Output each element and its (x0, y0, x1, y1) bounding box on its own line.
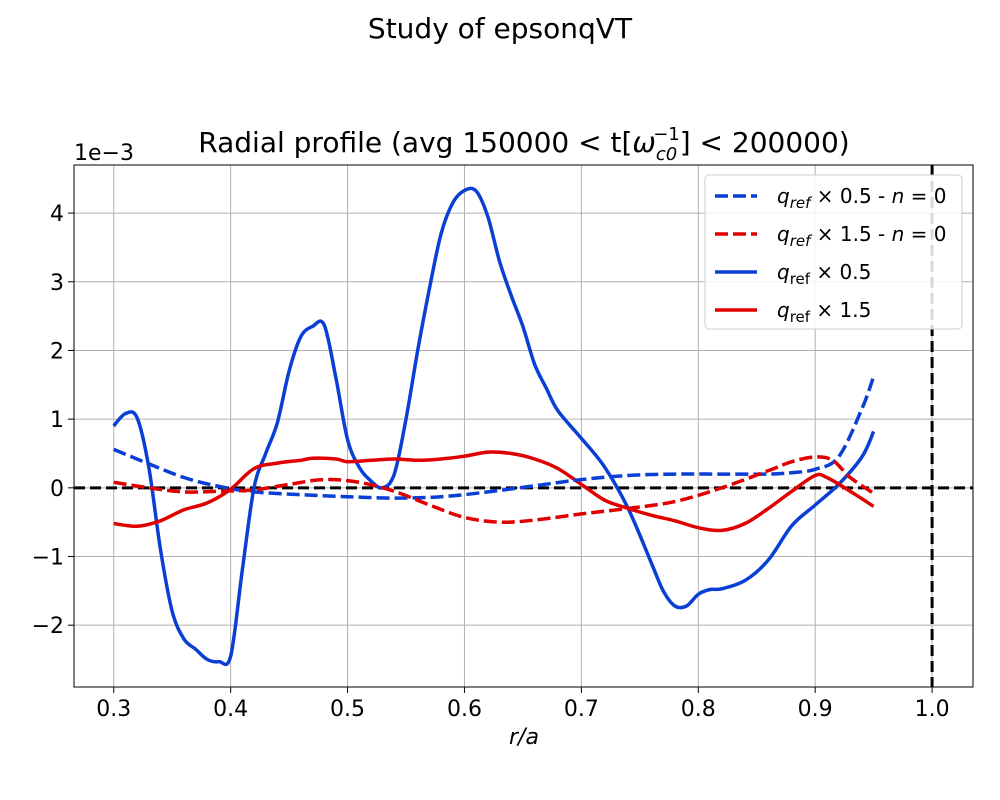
y-tick-label: 1 (50, 408, 64, 433)
y-tick-label: −1 (32, 546, 64, 571)
x-tick-label: 0.8 (681, 697, 716, 722)
y-tick-label: −2 (32, 614, 64, 639)
x-axis: 0.3 0.4 0.5 0.6 0.7 0.8 0.9 1.0 (96, 687, 950, 722)
x-tick-label: 0.3 (96, 697, 131, 722)
y-tick-label: 0 (50, 477, 64, 502)
plot-title: Radial profile (avg 150000 < t[ωc0−1] < … (198, 124, 849, 165)
x-tick-label: 1.0 (915, 697, 950, 722)
legend-label-1: qref × 1.5 - n = 0 (777, 222, 947, 250)
legend-box (704, 174, 963, 330)
series-line-3 (113, 450, 875, 533)
figure-suptitle: Study of epsonqVT (367, 12, 633, 45)
x-tick-label: 0.9 (798, 697, 833, 722)
y-tick-label: 2 (50, 339, 64, 364)
y-axis: −2 −1 0 1 2 3 4 (32, 202, 74, 639)
legend: qref × 0.5 - n = 0 qref × 1.5 - n = 0 qref… (704, 174, 963, 330)
legend-label-3: qref × 1.5 (777, 298, 871, 326)
x-axis-label: r/a (509, 725, 539, 750)
plot-frame (73, 164, 974, 688)
y-tick-label: 4 (50, 202, 64, 227)
x-tick-label: 0.4 (213, 697, 248, 722)
legend-label-0: qref × 0.5 - n = 0 (777, 184, 947, 212)
series-line-2 (112, 186, 876, 667)
x-tick-label: 0.7 (564, 697, 599, 722)
series-line-1 (113, 455, 875, 525)
x-tick-label: 0.5 (330, 697, 365, 722)
series-line-0 (113, 375, 876, 500)
y-offset-text: 1e−3 (74, 141, 134, 166)
series-group (112, 186, 876, 667)
y-tick-label: 3 (50, 271, 64, 296)
legend-label-2: qref × 0.5 (777, 260, 871, 288)
x-tick-label: 0.6 (447, 697, 482, 722)
